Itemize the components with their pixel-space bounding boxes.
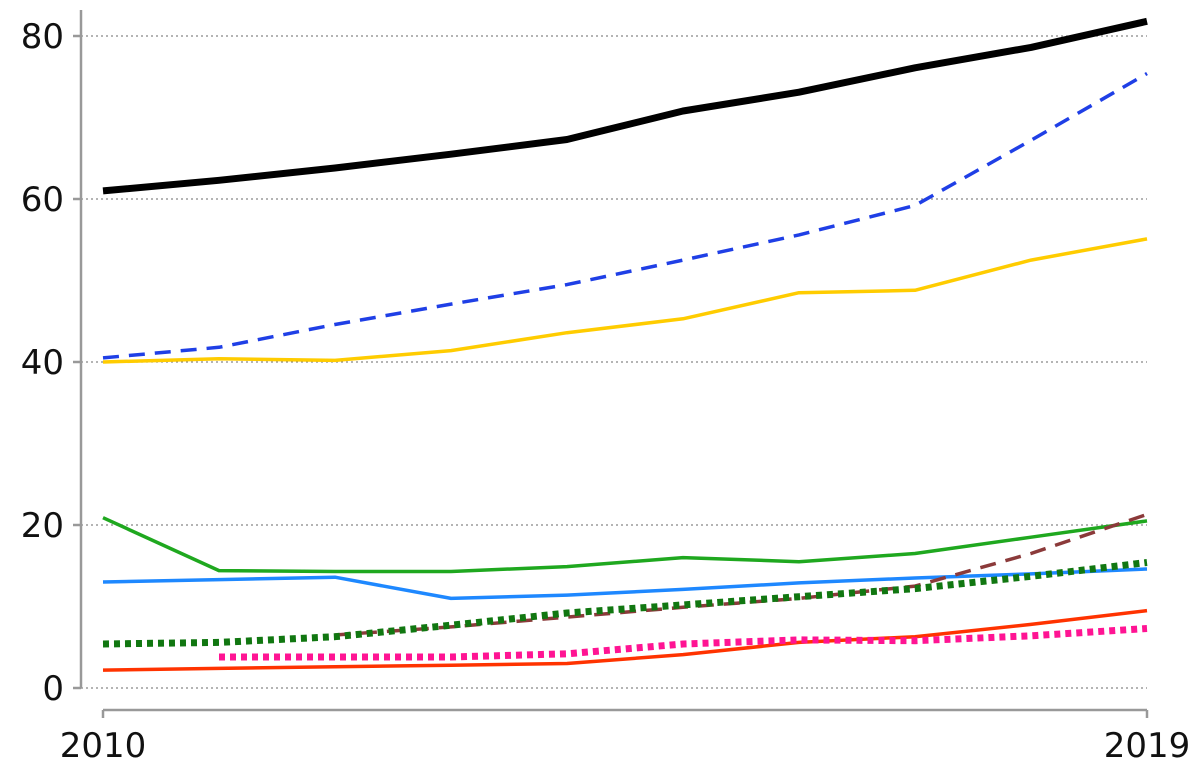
series-line-3 [102, 237, 1148, 364]
series-line-4 [102, 516, 1148, 574]
series-lines [102, 17, 1148, 672]
y-tick-label-0: 0 [42, 669, 64, 709]
series-line-9 [219, 625, 1148, 661]
y-tick-label-60: 60 [21, 180, 64, 220]
series-line-1 [102, 17, 1148, 195]
series-line-5 [102, 567, 1148, 601]
y-tick-label-40: 40 [21, 343, 64, 383]
x-tick-label-end: 2019 [1104, 726, 1191, 760]
x-tick-labels: 2010 2019 [60, 726, 1191, 760]
x-tick-label-start: 2010 [60, 726, 147, 760]
grid-lines [81, 35, 1147, 689]
y-tick-label-20: 20 [21, 506, 64, 546]
series-line-8 [102, 608, 1148, 672]
axes [79, 10, 1149, 718]
series-line-7 [102, 559, 1148, 648]
series-line-2 [102, 71, 1148, 360]
y-tick-labels: 0 20 40 60 80 [21, 17, 81, 709]
y-tick-label-80: 80 [21, 17, 64, 57]
